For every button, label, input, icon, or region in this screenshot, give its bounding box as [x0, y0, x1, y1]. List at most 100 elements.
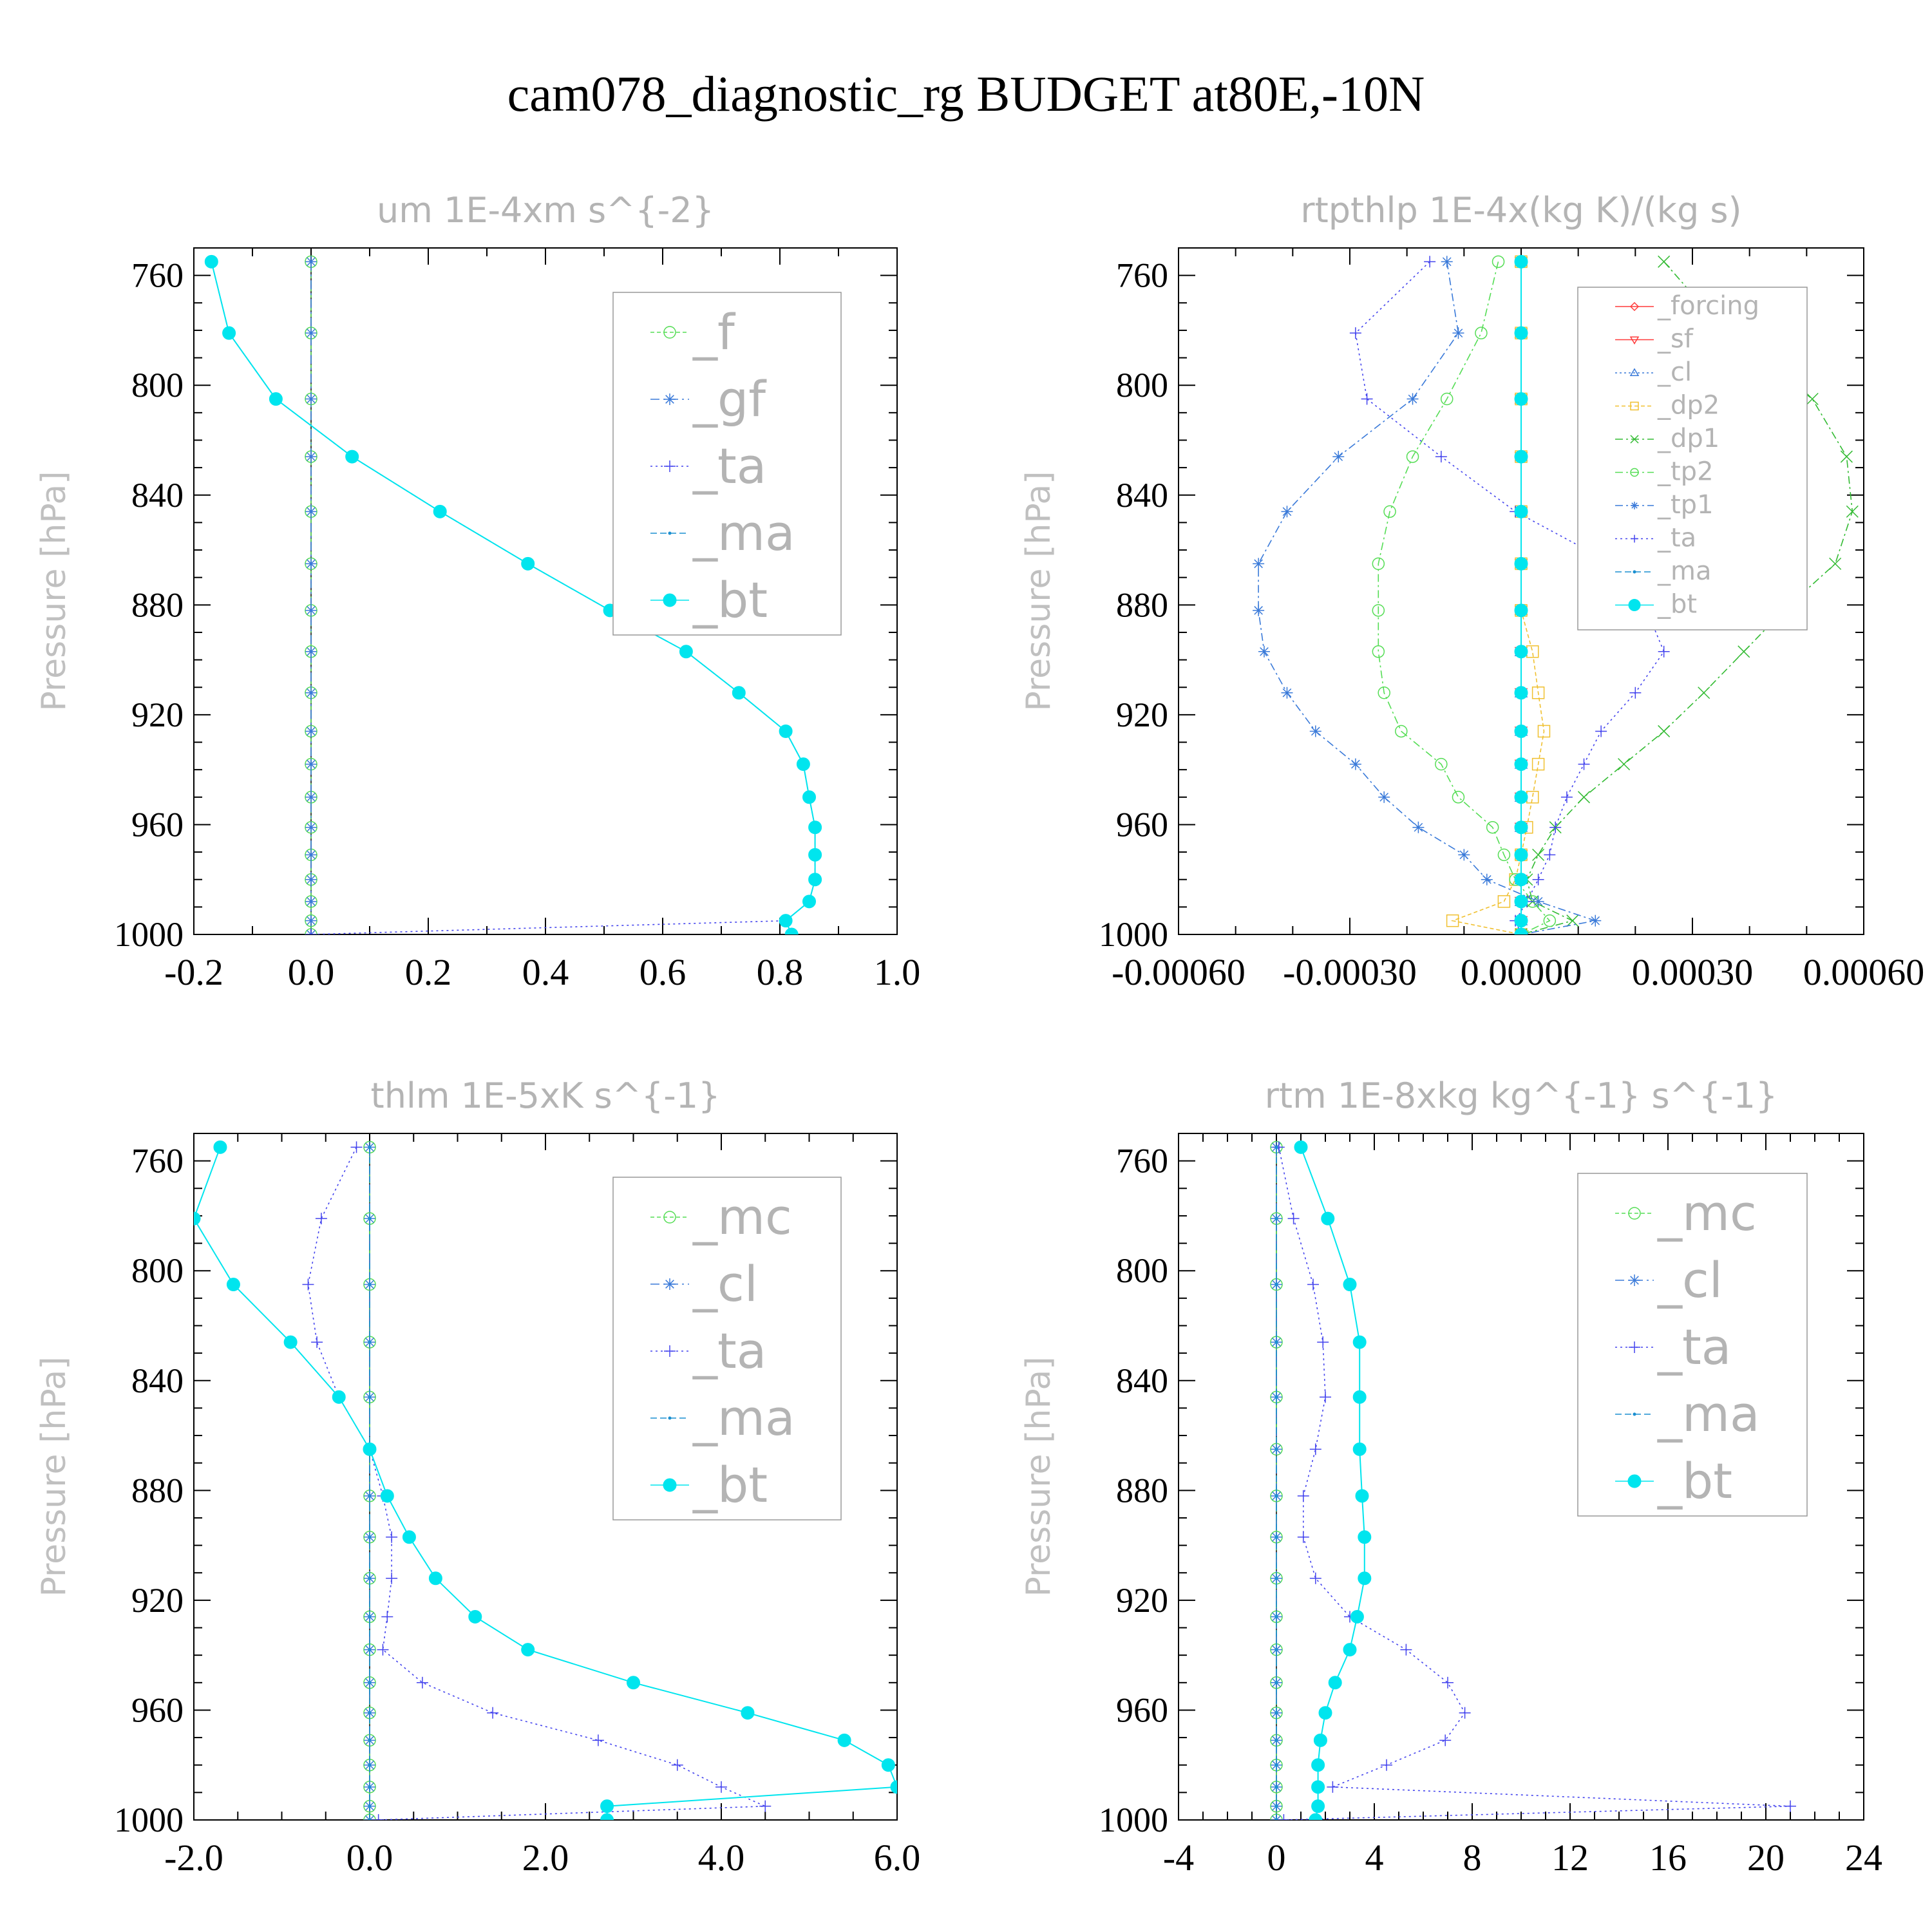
data-point-ta: [350, 1141, 363, 1153]
legend: _mc _cl _ta _ma _bt: [612, 1177, 842, 1520]
data-point-bt: [345, 450, 359, 464]
data-point-bt: [627, 1676, 640, 1690]
data-point-ma: [368, 1535, 372, 1539]
data-point-ta: [1361, 393, 1373, 405]
series-line-tp1: [1258, 261, 1598, 934]
legend-label-tp2: _tp2: [1657, 457, 1714, 487]
data-point-ta: [1317, 1336, 1329, 1349]
y-tick-label: 840: [131, 1361, 184, 1400]
x-tick-label: 0: [1267, 1837, 1286, 1879]
data-point-bt: [1514, 895, 1528, 909]
x-tick-label: -0.00030: [1283, 951, 1417, 993]
legend: _f _gf _ta _ma _bt: [612, 292, 842, 636]
data-point-tp1: [1309, 725, 1321, 737]
data-point-bt: [881, 1758, 895, 1772]
data-point-ta: [1307, 1278, 1319, 1291]
data-point-ma: [1274, 1494, 1278, 1498]
series-line-dp2: [1450, 261, 1545, 934]
legend-label-ta: _ta: [692, 1322, 766, 1379]
data-point-gf: [305, 645, 317, 658]
x-tick-label: -0.2: [164, 951, 223, 993]
data-point-bt: [1514, 914, 1528, 928]
data-point-dp2: [1526, 645, 1539, 658]
data-point-ta: [416, 1676, 428, 1689]
data-point-bt: [433, 504, 447, 518]
data-point-bt: [1514, 392, 1528, 406]
data-point-tp1: [1412, 821, 1425, 833]
data-point-bt: [1343, 1278, 1357, 1292]
data-point-ta: [372, 1814, 384, 1820]
data-point-bt: [1514, 927, 1528, 934]
data-point-dp1: [1618, 758, 1631, 771]
data-point-bt: [1514, 873, 1528, 887]
y-tick-label: 840: [1116, 1361, 1168, 1400]
data-point-ma: [368, 1283, 372, 1287]
data-point-ma: [368, 1340, 372, 1344]
data-point-ma: [1274, 1681, 1278, 1685]
y-tick-label: 960: [131, 1690, 184, 1729]
data-point-bt: [890, 1780, 897, 1794]
data-point-bt: [332, 1390, 346, 1404]
data-point-bt: [194, 1211, 201, 1226]
data-point-gf: [305, 895, 317, 907]
data-point-ta: [1595, 725, 1607, 737]
data-point-ta: [1297, 1490, 1309, 1502]
legend-box: [612, 1177, 842, 1520]
data-point-ma: [1274, 1447, 1278, 1451]
x-tick-label: 16: [1649, 1837, 1687, 1879]
y-tick-label: 960: [1116, 1690, 1168, 1729]
data-point-bt: [1514, 450, 1528, 464]
x-tick-label: 4.0: [698, 1837, 745, 1879]
x-tick-label: -0.00060: [1112, 951, 1245, 993]
x-tick-label: 0.00030: [1632, 951, 1754, 993]
series-group: [1253, 254, 1859, 934]
data-point-tp2: [1440, 392, 1454, 406]
legend-label-cl: _cl: [692, 1255, 758, 1312]
data-point-bt: [1311, 1758, 1325, 1772]
data-point-ta: [1381, 1759, 1392, 1771]
data-point-gf: [305, 604, 317, 616]
series-group: [1270, 1140, 1796, 1820]
data-point-tp1: [1441, 256, 1453, 268]
data-point-gf: [305, 558, 317, 570]
x-tick-label: 0.4: [522, 951, 569, 993]
data-point-bt: [428, 1571, 442, 1586]
panel-title: thlm 1E-5xK s^{-1}: [371, 1075, 721, 1116]
data-point-bt: [1514, 757, 1528, 772]
data-point-bt: [1352, 1390, 1367, 1404]
data-point-bt: [1514, 790, 1528, 804]
panels: um 1E-4xm s^{-2}7608008408809209601000-0…: [35, 190, 1924, 1879]
legend-label-cl: _cl: [1657, 357, 1692, 387]
data-point-tp1: [1406, 393, 1419, 405]
data-point-gf: [305, 687, 317, 699]
data-point-dp1: [1532, 848, 1545, 861]
data-point-ma: [1274, 1763, 1278, 1767]
legend-label-dp2: _dp2: [1657, 391, 1719, 421]
data-point-tp2: [1475, 327, 1488, 339]
data-point-ta: [1349, 327, 1361, 339]
data-point-tp1: [1452, 327, 1464, 339]
y-tick-label: 760: [131, 256, 184, 295]
data-point-ta: [381, 1611, 393, 1623]
data-point-bt: [808, 873, 822, 887]
data-point-gf: [305, 758, 317, 770]
data-point-ta: [671, 1759, 683, 1771]
data-point-bt: [1514, 504, 1528, 518]
data-point-bt: [1358, 1571, 1372, 1586]
y-tick-label: 760: [1116, 256, 1168, 295]
data-point-tp1: [1532, 895, 1544, 907]
data-point-ta: [1309, 1572, 1321, 1584]
data-point-gf: [305, 506, 317, 518]
data-point-ta: [1278, 1814, 1290, 1820]
legend-label-bt: _bt: [692, 571, 768, 629]
data-point-ma: [368, 1711, 372, 1715]
y-tick-label: 840: [1116, 476, 1168, 515]
data-point-dp1: [1840, 450, 1853, 463]
x-tick-label: 0.6: [639, 951, 687, 993]
data-point-bt: [1294, 1140, 1308, 1154]
data-point-tp1: [1332, 451, 1345, 463]
data-point-bt: [1514, 556, 1528, 571]
data-point-ta: [1435, 451, 1447, 463]
data-point-gf: [305, 725, 317, 737]
data-point-dp2: [1526, 791, 1539, 804]
